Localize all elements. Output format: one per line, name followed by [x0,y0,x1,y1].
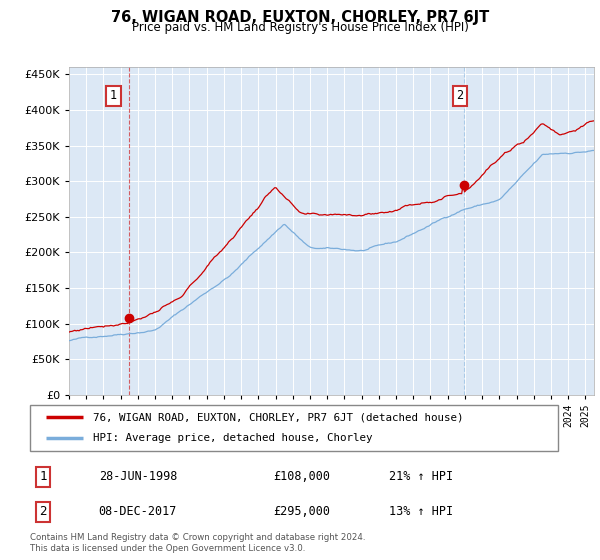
Text: 1: 1 [40,470,47,483]
Text: Contains HM Land Registry data © Crown copyright and database right 2024.
This d: Contains HM Land Registry data © Crown c… [30,533,365,553]
Text: 28-JUN-1998: 28-JUN-1998 [98,470,177,483]
Text: 2: 2 [40,505,47,518]
Text: 76, WIGAN ROAD, EUXTON, CHORLEY, PR7 6JT (detached house): 76, WIGAN ROAD, EUXTON, CHORLEY, PR7 6JT… [94,412,464,422]
Text: 21% ↑ HPI: 21% ↑ HPI [389,470,453,483]
Text: £295,000: £295,000 [273,505,330,518]
Text: 1: 1 [110,89,117,102]
Text: 08-DEC-2017: 08-DEC-2017 [98,505,177,518]
Text: £108,000: £108,000 [273,470,330,483]
Text: 2: 2 [457,89,464,102]
FancyBboxPatch shape [30,405,558,451]
Text: 76, WIGAN ROAD, EUXTON, CHORLEY, PR7 6JT: 76, WIGAN ROAD, EUXTON, CHORLEY, PR7 6JT [111,10,489,25]
Text: HPI: Average price, detached house, Chorley: HPI: Average price, detached house, Chor… [94,433,373,444]
Text: Price paid vs. HM Land Registry's House Price Index (HPI): Price paid vs. HM Land Registry's House … [131,21,469,34]
Text: 13% ↑ HPI: 13% ↑ HPI [389,505,453,518]
